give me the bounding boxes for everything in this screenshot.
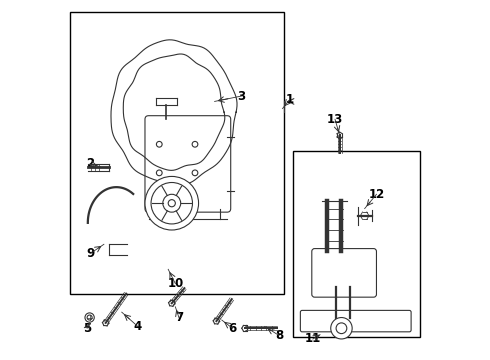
Circle shape (145, 176, 198, 230)
Text: 2: 2 (87, 157, 95, 170)
Text: 1: 1 (286, 93, 294, 106)
Circle shape (156, 170, 162, 176)
Circle shape (331, 318, 352, 339)
FancyBboxPatch shape (300, 310, 411, 332)
Circle shape (87, 315, 92, 320)
Circle shape (85, 313, 94, 322)
Circle shape (156, 141, 162, 147)
Text: 13: 13 (327, 113, 343, 126)
FancyBboxPatch shape (145, 116, 231, 212)
Text: 8: 8 (275, 329, 283, 342)
Circle shape (192, 170, 198, 176)
Bar (70, 12, 284, 294)
Text: 9: 9 (87, 247, 95, 260)
Text: 12: 12 (368, 188, 385, 201)
Circle shape (192, 141, 198, 147)
Text: 7: 7 (175, 311, 183, 324)
Text: 6: 6 (228, 322, 237, 335)
Text: 11: 11 (305, 333, 321, 346)
Circle shape (336, 323, 347, 334)
Circle shape (151, 183, 193, 224)
Bar (293, 152, 420, 337)
Text: 5: 5 (83, 322, 91, 335)
Text: 10: 10 (167, 277, 183, 290)
Text: 4: 4 (134, 320, 142, 333)
Text: 3: 3 (237, 90, 245, 103)
FancyBboxPatch shape (312, 249, 376, 297)
Circle shape (163, 194, 181, 212)
Circle shape (168, 200, 175, 207)
